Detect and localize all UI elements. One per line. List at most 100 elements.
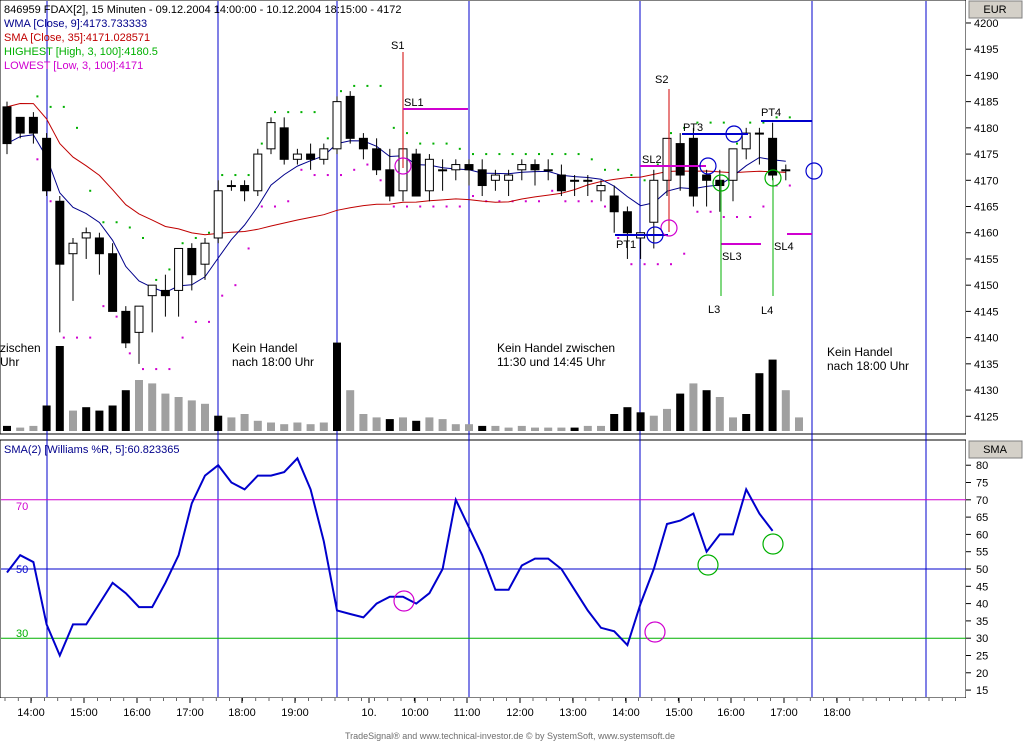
candle-body xyxy=(596,185,606,192)
lowest-dot xyxy=(656,263,659,266)
lowest-dot xyxy=(353,168,356,171)
marker-label: L3 xyxy=(708,304,720,316)
highest-dot xyxy=(313,111,316,114)
sma-line xyxy=(6,102,786,236)
highest-dot xyxy=(538,153,540,156)
note-left-b: Uhr xyxy=(0,355,19,369)
volume-bar xyxy=(108,405,117,431)
x-axis-ticks: 14:00 15:00 16:00 17:00 18:00 19:00 10. 10:00 11… xyxy=(4,698,956,719)
signal-circle xyxy=(725,125,743,143)
candle-body xyxy=(134,305,144,333)
currency-label-box xyxy=(968,0,1023,19)
volume-bar xyxy=(451,424,460,431)
lowest-dot xyxy=(128,352,131,355)
x-tick-label: 14:00 xyxy=(612,707,640,719)
candle-body xyxy=(583,179,593,182)
y-tick-label: 50 xyxy=(976,564,988,576)
candle-body xyxy=(662,137,672,181)
volume-bar xyxy=(517,425,526,431)
candle-body xyxy=(174,247,184,291)
marker-label: PT4 xyxy=(761,107,781,119)
trade-marker-lines xyxy=(402,52,812,296)
lowest-dot xyxy=(62,336,65,339)
lowest-dot xyxy=(419,205,422,208)
highest-dot xyxy=(89,189,92,192)
y-tick-label: 4140 xyxy=(974,333,998,345)
volume-bar xyxy=(253,420,262,431)
y-axis-ticks: 4125 4130 4135 4140 4145 4150 4155 4160 4165 4170… xyxy=(966,18,998,697)
volume-bar xyxy=(623,407,632,431)
highest-dot xyxy=(511,153,514,156)
x-tick-label: 15:00 xyxy=(70,707,98,719)
volume-bar xyxy=(135,380,143,431)
lowest-dot xyxy=(722,216,725,218)
volume-bar xyxy=(478,425,487,431)
marker-label: SL4 xyxy=(774,241,794,253)
y-tick-label: 4145 xyxy=(974,306,998,318)
y-tick-label: 4175 xyxy=(974,149,998,161)
volume-bar xyxy=(385,419,394,431)
candle-body xyxy=(464,164,474,171)
oscillator-line xyxy=(6,456,774,659)
y-tick-label: 4180 xyxy=(974,123,998,135)
highest-dot xyxy=(49,105,52,108)
lowest-dot xyxy=(89,336,92,339)
highest-dot xyxy=(392,126,395,129)
volume-bar xyxy=(557,427,566,431)
oscillator-levels xyxy=(1,499,966,639)
candle-body xyxy=(781,169,791,172)
footer-area xyxy=(0,728,1024,742)
highest-dot xyxy=(300,111,303,114)
candle-body xyxy=(556,174,566,192)
lowest-dot xyxy=(247,247,250,250)
y-tick-label: 4160 xyxy=(974,228,998,240)
volume-bar xyxy=(187,400,196,431)
highest-dot xyxy=(722,121,725,124)
highest-dot xyxy=(208,231,210,234)
highest-dot xyxy=(115,221,118,224)
lowest-dot xyxy=(36,158,39,161)
x-tick-label: 16:00 xyxy=(123,707,151,719)
highest-dot xyxy=(247,174,250,177)
x-tick-label: 11:00 xyxy=(454,707,481,719)
oscillator-legend: SMA(2) [Williams %R, 5]:60.823365 xyxy=(4,444,179,456)
lowest-dot xyxy=(300,168,303,171)
y-tick-label: 55 xyxy=(976,547,988,559)
volume-bar xyxy=(768,359,777,431)
highest-dot xyxy=(643,179,646,182)
highest-dot xyxy=(181,242,184,245)
currency-label: EUR xyxy=(983,4,1006,16)
y-axis-area xyxy=(966,0,1024,742)
lowest-dot xyxy=(274,205,276,208)
signal-circle xyxy=(394,157,412,175)
candle-body xyxy=(68,242,78,255)
highest-dot xyxy=(155,278,158,281)
marker-label: SL1 xyxy=(404,97,424,109)
signal-circle xyxy=(712,174,730,192)
highest-dot xyxy=(102,221,105,224)
signal-circle xyxy=(764,169,782,187)
volume-bar xyxy=(610,414,619,431)
volume-bar xyxy=(399,417,407,431)
volume-bar xyxy=(42,405,51,431)
note-session2-a: Kein Handel xyxy=(827,345,892,359)
candle-body xyxy=(279,127,289,160)
legend-highest: HIGHEST [High, 3, 100]:4180.5 xyxy=(4,46,158,58)
y-tick-label: 65 xyxy=(976,512,988,524)
volume-bar xyxy=(663,408,671,431)
signal-circle xyxy=(699,157,717,175)
volume-bar xyxy=(267,422,275,431)
highest-dot xyxy=(590,158,593,161)
lowest-dot xyxy=(366,163,369,166)
highest-dot xyxy=(604,168,606,171)
lowest-dot xyxy=(590,200,593,203)
volume-bar xyxy=(438,419,447,431)
candle-body xyxy=(477,169,487,187)
lowest-dot xyxy=(749,216,752,218)
candle-body xyxy=(490,174,500,181)
x-tick-label: 17:00 xyxy=(176,707,204,719)
candle-body xyxy=(530,164,540,171)
candle-body xyxy=(332,101,342,150)
signal-circle xyxy=(697,554,719,576)
